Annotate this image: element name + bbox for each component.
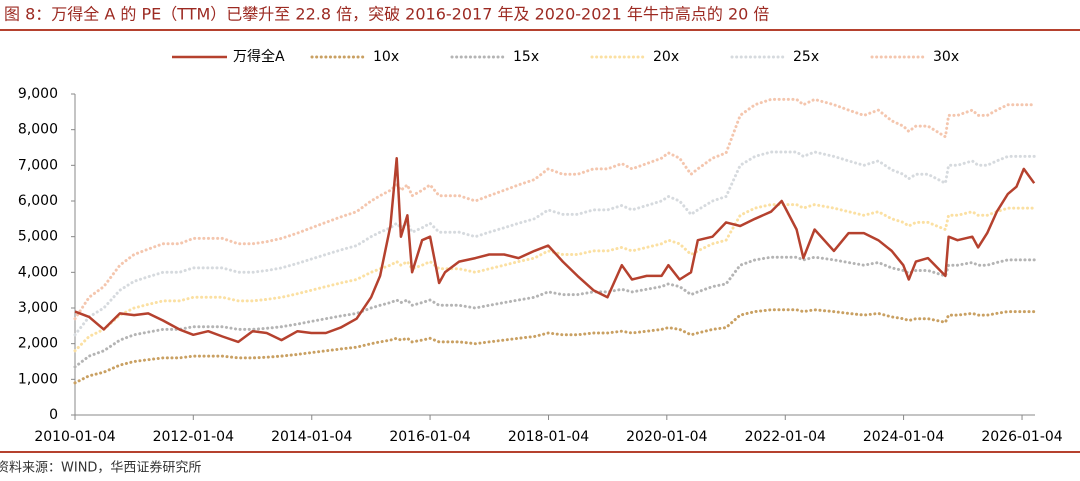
x-tick-label: 2018-01-04 bbox=[508, 429, 589, 445]
y-tick-label: 4,000 bbox=[18, 264, 58, 280]
y-tick-label: 0 bbox=[49, 407, 58, 423]
y-tick-label: 3,000 bbox=[18, 300, 58, 316]
y-tick-label: 5,000 bbox=[18, 229, 58, 245]
y-tick-label: 7,000 bbox=[18, 157, 58, 173]
source-note: 资料来源：WIND，华西证券研究所 bbox=[0, 460, 201, 476]
y-tick-label: 1,000 bbox=[18, 371, 58, 387]
x-tick-label: 2014-01-04 bbox=[271, 429, 352, 445]
series-line bbox=[73, 203, 1036, 353]
legend-label: 10x bbox=[373, 49, 399, 65]
x-tick-label: 2024-01-04 bbox=[863, 429, 944, 445]
x-tick-label: 2022-01-04 bbox=[745, 429, 826, 445]
y-tick-label: 2,000 bbox=[18, 336, 58, 352]
series-line bbox=[74, 156, 1036, 344]
y-tick-label: 8,000 bbox=[18, 122, 58, 138]
legend-label: 30x bbox=[933, 49, 959, 65]
x-tick-label: 2016-01-04 bbox=[389, 429, 470, 445]
legend-label: 万得全A bbox=[233, 48, 285, 65]
legend-label: 20x bbox=[653, 49, 679, 65]
series-line bbox=[73, 308, 1036, 385]
legend-label: 25x bbox=[793, 49, 819, 65]
y-tick-label: 6,000 bbox=[18, 193, 58, 209]
legend-label: 15x bbox=[513, 49, 539, 65]
x-tick-label: 2010-01-04 bbox=[34, 429, 115, 445]
series-line bbox=[73, 97, 1036, 321]
chart-title: 图 8：万得全 A 的 PE（TTM）已攀升至 22.8 倍，突破 2016-2… bbox=[4, 5, 769, 24]
series-line bbox=[73, 255, 1036, 369]
y-tick-label: 9,000 bbox=[18, 86, 58, 102]
x-tick-label: 2026-01-04 bbox=[981, 429, 1062, 445]
series-line bbox=[73, 150, 1036, 337]
x-tick-label: 2020-01-04 bbox=[626, 429, 707, 445]
x-tick-label: 2012-01-04 bbox=[153, 429, 234, 445]
